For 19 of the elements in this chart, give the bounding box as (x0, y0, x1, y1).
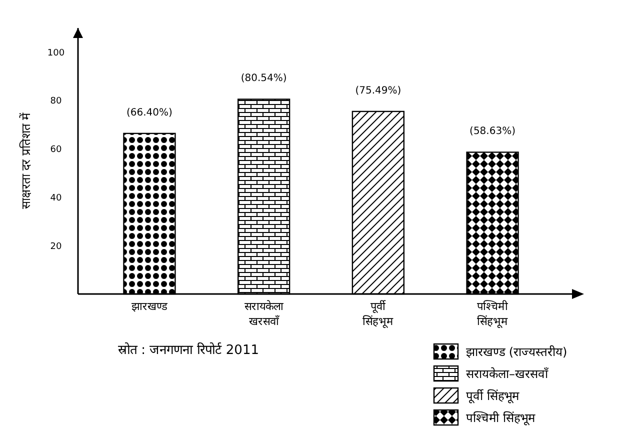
x-tick-label: पश्चिमी सिंहभूम (477, 300, 508, 329)
legend-label: पूर्वी सिंहभूम (466, 389, 520, 404)
data-label: (66.40%) (126, 107, 173, 118)
y-tick-label: 40 (50, 193, 62, 204)
y-tick-label: 60 (50, 145, 62, 156)
x-tick-label: सरायकेला खरसवाँ (244, 300, 284, 328)
x-tick-label: झारखण्ड (131, 300, 168, 313)
text: स्रोत : जनगणना रिपोर्ट 2011 (118, 342, 259, 358)
data-label: (58.63%) (470, 126, 516, 138)
data-label: (75.49%) (355, 85, 402, 96)
x-tick-label: पूर्वी सिंहभूम (362, 300, 394, 329)
y-axis-title: साक्षरता दर प्रतिशत में (19, 112, 33, 210)
y-tick-label: 80 (50, 96, 62, 107)
legend-label: पश्चिमी सिंहभूम (466, 411, 536, 426)
data-label: (80.54%) (240, 73, 287, 84)
y-tick-label: 20 (50, 242, 62, 252)
y-tick-label: 100 (47, 48, 65, 58)
legend-label: सरायकेला–खरसवाँ (466, 367, 549, 382)
legend-label: झारखण्ड (राज्यस्तरीय) (466, 345, 568, 360)
